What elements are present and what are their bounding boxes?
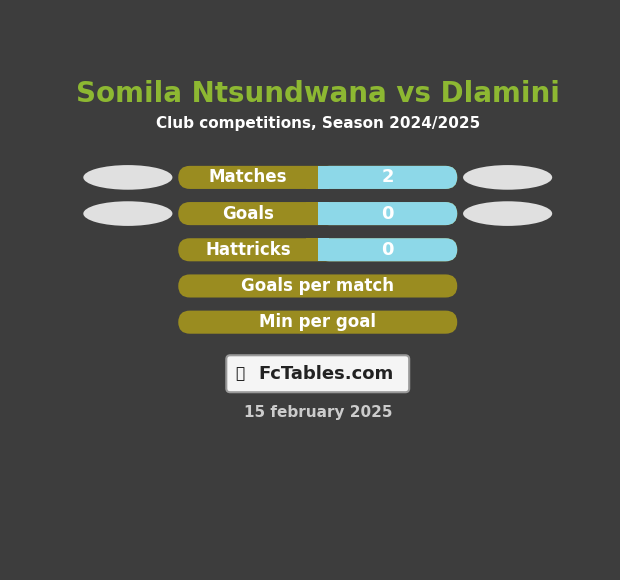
Ellipse shape — [83, 165, 172, 190]
Text: Goals per match: Goals per match — [241, 277, 394, 295]
Bar — [306, 202, 317, 225]
FancyBboxPatch shape — [179, 166, 458, 189]
FancyBboxPatch shape — [226, 356, 409, 392]
FancyBboxPatch shape — [317, 202, 458, 225]
Bar — [306, 238, 317, 262]
Text: 0: 0 — [381, 205, 394, 223]
Ellipse shape — [463, 165, 552, 190]
Text: 15 february 2025: 15 february 2025 — [244, 405, 392, 420]
Bar — [317, 166, 329, 189]
Bar — [317, 238, 329, 262]
Text: 📊: 📊 — [236, 366, 245, 381]
FancyBboxPatch shape — [179, 202, 458, 225]
Text: FcTables.com: FcTables.com — [258, 365, 393, 383]
Text: 0: 0 — [381, 241, 394, 259]
FancyBboxPatch shape — [179, 274, 458, 298]
Text: Hattricks: Hattricks — [205, 241, 291, 259]
FancyBboxPatch shape — [317, 238, 458, 262]
Ellipse shape — [463, 201, 552, 226]
Text: Goals: Goals — [222, 205, 274, 223]
FancyBboxPatch shape — [179, 238, 458, 262]
FancyBboxPatch shape — [179, 311, 458, 333]
FancyBboxPatch shape — [317, 166, 458, 189]
Text: Matches: Matches — [209, 168, 287, 186]
Text: Club competitions, Season 2024/2025: Club competitions, Season 2024/2025 — [156, 116, 480, 131]
Bar — [306, 166, 317, 189]
Ellipse shape — [83, 201, 172, 226]
Text: Min per goal: Min per goal — [259, 313, 376, 331]
Text: 2: 2 — [381, 168, 394, 186]
Text: Somila Ntsundwana vs Dlamini: Somila Ntsundwana vs Dlamini — [76, 80, 560, 108]
Bar — [317, 202, 329, 225]
